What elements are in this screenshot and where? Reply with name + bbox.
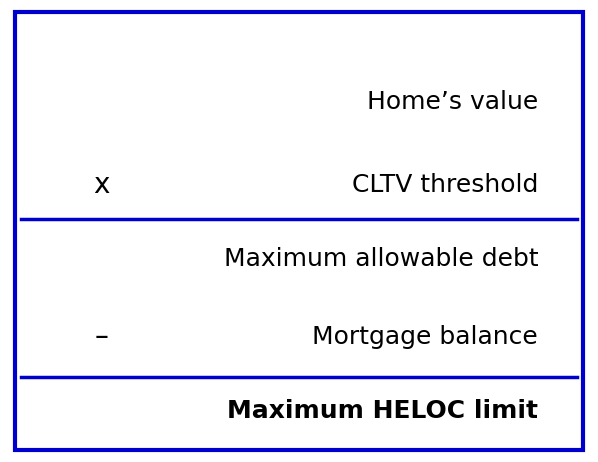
- Text: Maximum allowable debt: Maximum allowable debt: [224, 247, 538, 271]
- Text: Maximum HELOC limit: Maximum HELOC limit: [227, 399, 538, 423]
- Text: Mortgage balance: Mortgage balance: [312, 325, 538, 349]
- Text: Home’s value: Home’s value: [367, 90, 538, 114]
- Text: CLTV threshold: CLTV threshold: [352, 173, 538, 197]
- Text: –: –: [94, 323, 109, 351]
- Text: x: x: [93, 171, 110, 199]
